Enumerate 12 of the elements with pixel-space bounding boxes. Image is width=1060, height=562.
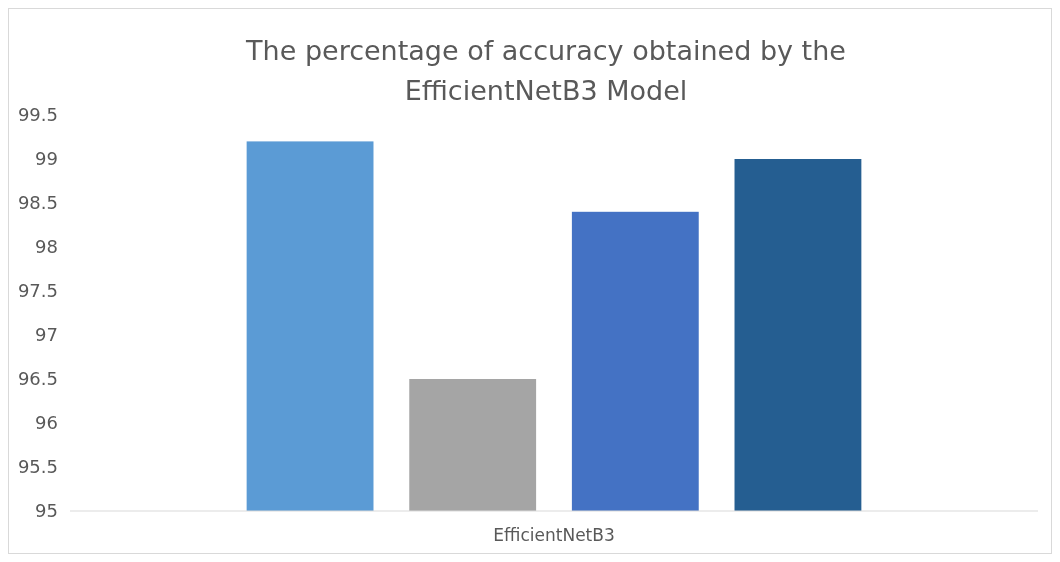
y-tick-label: 97.5 xyxy=(17,280,58,302)
y-tick-label: 95 xyxy=(35,500,58,522)
y-tick-label: 96.5 xyxy=(17,368,58,390)
y-tick-label: 99 xyxy=(35,148,58,170)
y-tick-label: 97 xyxy=(35,324,58,346)
y-tick-label: 98 xyxy=(35,236,58,258)
y-tick-label: 95.5 xyxy=(17,456,58,478)
y-tick-label: 99.5 xyxy=(17,104,58,126)
chart-title: The percentage of accuracy obtained by the EfficientNetB3 Model xyxy=(245,35,846,106)
y-tick-label: 96 xyxy=(35,412,58,434)
y-tick-label: 98.5 xyxy=(17,192,58,214)
x-tick-label: EfficientNetB3 xyxy=(493,525,615,545)
